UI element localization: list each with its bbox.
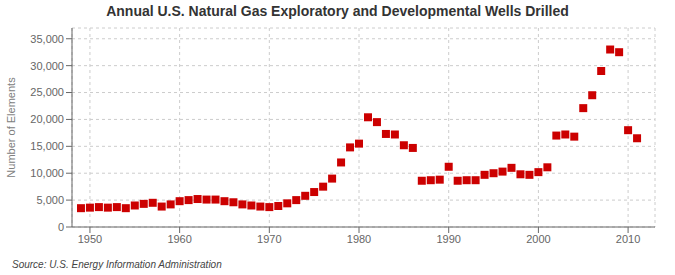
svg-text:25,000: 25,000 [30, 86, 64, 98]
svg-text:2000: 2000 [526, 233, 550, 245]
svg-text:35,000: 35,000 [30, 33, 64, 45]
svg-text:1970: 1970 [257, 233, 281, 245]
svg-text:1980: 1980 [347, 233, 371, 245]
svg-text:30,000: 30,000 [30, 60, 64, 72]
svg-text:15,000: 15,000 [30, 140, 64, 152]
svg-text:5,000: 5,000 [36, 194, 64, 206]
svg-text:1960: 1960 [167, 233, 191, 245]
html-text:Source: U.S. Energy Informatio: Source: U.S. Energy Information Administ… [12, 259, 222, 270]
html-text:Annual U.S. Natural Gas Explor: Annual U.S. Natural Gas Exploratory and … [106, 3, 569, 19]
svg-text:Number of Elements: Number of Elements [5, 77, 17, 178]
svg-text:1950: 1950 [78, 233, 102, 245]
svg-text:2010: 2010 [616, 233, 640, 245]
svg-text:1990: 1990 [436, 233, 460, 245]
svg-text:0: 0 [58, 221, 64, 233]
svg-text:20,000: 20,000 [30, 113, 64, 125]
svg-text:10,000: 10,000 [30, 167, 64, 179]
